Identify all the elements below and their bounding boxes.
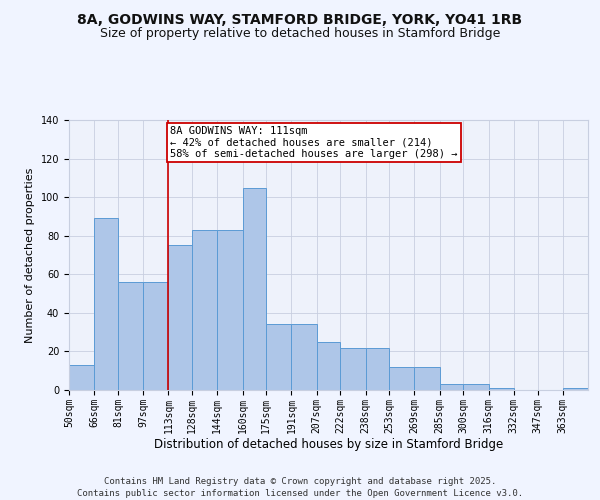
Bar [169, 246, 192, 390]
Text: 8A GODWINS WAY: 111sqm
← 42% of detached houses are smaller (214)
58% of semi-de: 8A GODWINS WAY: 111sqm ← 42% of detached… [170, 126, 457, 159]
Text: Size of property relative to detached houses in Stamford Bridge: Size of property relative to detached ho… [100, 28, 500, 40]
Bar [69, 365, 94, 390]
Bar [242, 188, 266, 390]
Bar [292, 324, 317, 390]
Bar [563, 388, 588, 390]
Bar [192, 230, 217, 390]
Bar [440, 384, 463, 390]
Bar [389, 367, 415, 390]
Bar [415, 367, 440, 390]
Bar [463, 384, 488, 390]
Bar [143, 282, 169, 390]
Bar [340, 348, 365, 390]
X-axis label: Distribution of detached houses by size in Stamford Bridge: Distribution of detached houses by size … [154, 438, 503, 452]
Bar [317, 342, 340, 390]
Bar [217, 230, 242, 390]
Text: 8A, GODWINS WAY, STAMFORD BRIDGE, YORK, YO41 1RB: 8A, GODWINS WAY, STAMFORD BRIDGE, YORK, … [77, 12, 523, 26]
Bar [266, 324, 292, 390]
Bar [118, 282, 143, 390]
Bar [365, 348, 389, 390]
Text: Contains HM Land Registry data © Crown copyright and database right 2025.
Contai: Contains HM Land Registry data © Crown c… [77, 476, 523, 498]
Y-axis label: Number of detached properties: Number of detached properties [25, 168, 35, 342]
Bar [488, 388, 514, 390]
Bar [94, 218, 118, 390]
